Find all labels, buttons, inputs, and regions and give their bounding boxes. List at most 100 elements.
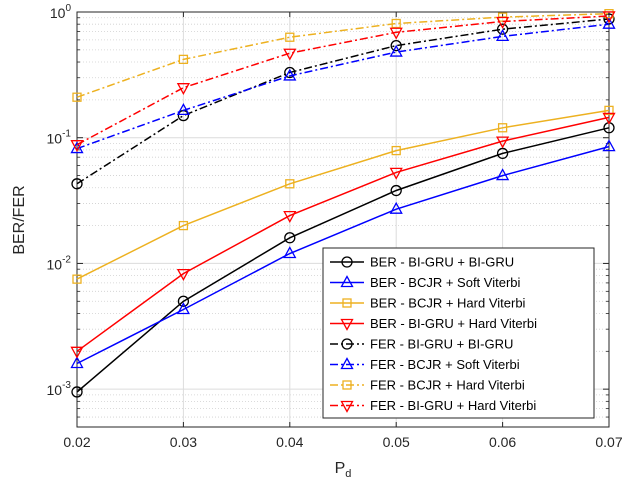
data-point [70, 346, 84, 359]
series-line [76, 145, 610, 365]
series-4 [70, 112, 616, 359]
data-point [71, 178, 83, 190]
data-point [72, 274, 82, 284]
legend-marker [340, 357, 354, 370]
y-tick-base: 10 [50, 5, 66, 21]
data-point [178, 54, 189, 65]
data-point [176, 103, 190, 116]
data-point [602, 16, 616, 29]
data-point [390, 184, 402, 197]
x-tick-label: 0.04 [276, 434, 303, 450]
data-point [602, 112, 616, 125]
data-point [389, 201, 403, 214]
y-tick-label: 10-3 [47, 380, 72, 398]
data-point [70, 140, 84, 153]
legend-label: BER - BCJR + Soft Viterbi [370, 275, 521, 290]
series-8 [70, 11, 616, 153]
series-6 [70, 16, 616, 154]
data-point [177, 295, 190, 307]
data-point [603, 13, 615, 25]
data-point [285, 32, 295, 42]
legend-marker [342, 298, 352, 308]
data-point [284, 66, 296, 79]
series-layer [70, 9, 616, 398]
legend-entry: BER - BI-GRU + BI-GRU [330, 255, 514, 270]
series-5 [71, 13, 615, 190]
data-point [176, 268, 190, 281]
data-point [391, 18, 401, 29]
legend-entry: BER - BCJR + Hard Viterbi [330, 296, 526, 311]
series-line [76, 116, 610, 352]
legend-marker [340, 318, 354, 331]
y-axis-label: BER/FER [11, 185, 28, 254]
y-tick-base: 10 [47, 131, 63, 147]
data-point [389, 167, 403, 180]
x-tick-label: 0.03 [170, 434, 197, 450]
legend-marker [342, 380, 352, 390]
series-line [76, 23, 610, 150]
data-point [283, 48, 297, 61]
data-point [70, 141, 84, 154]
legend-label: FER - BI-GRU + Hard Viterbi [370, 398, 536, 413]
data-point [71, 386, 83, 398]
series-1 [71, 122, 615, 398]
x-axis-label-subscript: d [345, 468, 351, 480]
data-point [496, 136, 510, 149]
axis-ticks [76, 11, 610, 427]
data-point [602, 11, 616, 24]
data-point [176, 83, 190, 96]
data-point [496, 29, 510, 42]
data-point [389, 27, 403, 40]
legend-label: BER - BI-GRU + Hard Viterbi [370, 316, 537, 331]
data-point [602, 139, 616, 152]
legend-entry: BER - BI-GRU + Hard Viterbi [330, 316, 537, 331]
x-tick-label: 0.05 [383, 434, 410, 450]
data-point [497, 123, 508, 133]
data-point [391, 145, 401, 156]
y-tick-exponent: -1 [62, 129, 71, 140]
data-point [389, 44, 403, 57]
data-point [283, 68, 297, 81]
legend-marker [340, 275, 354, 288]
data-point [496, 16, 510, 29]
y-tick-exponent: -3 [62, 380, 71, 391]
legend-marker [341, 256, 353, 268]
legend-box [322, 247, 595, 419]
y-tick-exponent: 0 [65, 3, 71, 14]
data-point [284, 232, 296, 244]
x-tick-label: 0.02 [63, 434, 90, 450]
legend-label: BER - BI-GRU + BI-GRU [370, 255, 514, 270]
legend-entry: FER - BCJR + Hard Viterbi [330, 378, 525, 393]
series-3 [72, 105, 614, 284]
series-line [76, 15, 610, 146]
legend-entry: FER - BCJR + Soft Viterbi [330, 357, 520, 372]
y-tick-label: 100 [50, 3, 72, 21]
data-point [285, 179, 295, 189]
legend-label: FER - BCJR + Soft Viterbi [370, 357, 520, 372]
legend-entry: FER - BI-GRU + BI-GRU [330, 337, 513, 352]
legend: BER - BI-GRU + BI-GRU BER - BCJR + Soft V… [322, 247, 595, 419]
x-axis-label-main: P [335, 460, 346, 477]
data-point [496, 168, 510, 181]
legend-label: BER - BCJR + Hard Viterbi [370, 296, 526, 311]
x-tick-labels: 0.02 0.03 0.04 0.05 0.06 0.07 [63, 434, 622, 450]
data-point [70, 356, 84, 369]
series-line [76, 109, 610, 280]
data-point [72, 92, 82, 102]
legend-marker [340, 400, 354, 413]
data-point [176, 302, 190, 315]
series-2 [70, 139, 616, 369]
legend-marker [341, 338, 353, 350]
data-point [496, 23, 509, 35]
legend-entry: FER - BI-GRU + Hard Viterbi [330, 398, 536, 413]
series-line [76, 18, 610, 185]
data-point [283, 246, 297, 259]
series-line [76, 127, 610, 393]
y-tick-base: 10 [47, 256, 63, 272]
legend-label: FER - BI-GRU + BI-GRU [370, 337, 513, 352]
x-axis-label: Pd [335, 460, 352, 480]
x-tick-label: 0.07 [595, 434, 622, 450]
y-tick-label: 10-1 [47, 129, 72, 147]
